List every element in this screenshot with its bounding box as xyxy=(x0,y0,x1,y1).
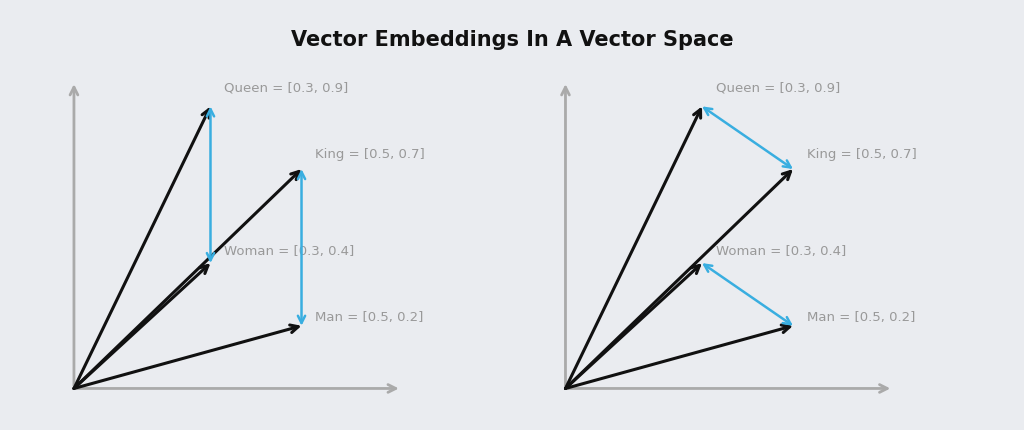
Text: Queen = [0.3, 0.9]: Queen = [0.3, 0.9] xyxy=(224,82,348,95)
Text: Vector Embeddings In A Vector Space: Vector Embeddings In A Vector Space xyxy=(291,30,733,50)
Text: Man = [0.5, 0.2]: Man = [0.5, 0.2] xyxy=(807,310,915,323)
Text: Queen = [0.3, 0.9]: Queen = [0.3, 0.9] xyxy=(716,82,840,95)
Text: Woman = [0.3, 0.4]: Woman = [0.3, 0.4] xyxy=(716,244,846,257)
Text: King = [0.5, 0.7]: King = [0.5, 0.7] xyxy=(807,147,916,160)
Text: Woman = [0.3, 0.4]: Woman = [0.3, 0.4] xyxy=(224,244,354,257)
Text: Man = [0.5, 0.2]: Man = [0.5, 0.2] xyxy=(315,310,424,323)
Text: King = [0.5, 0.7]: King = [0.5, 0.7] xyxy=(315,147,425,160)
